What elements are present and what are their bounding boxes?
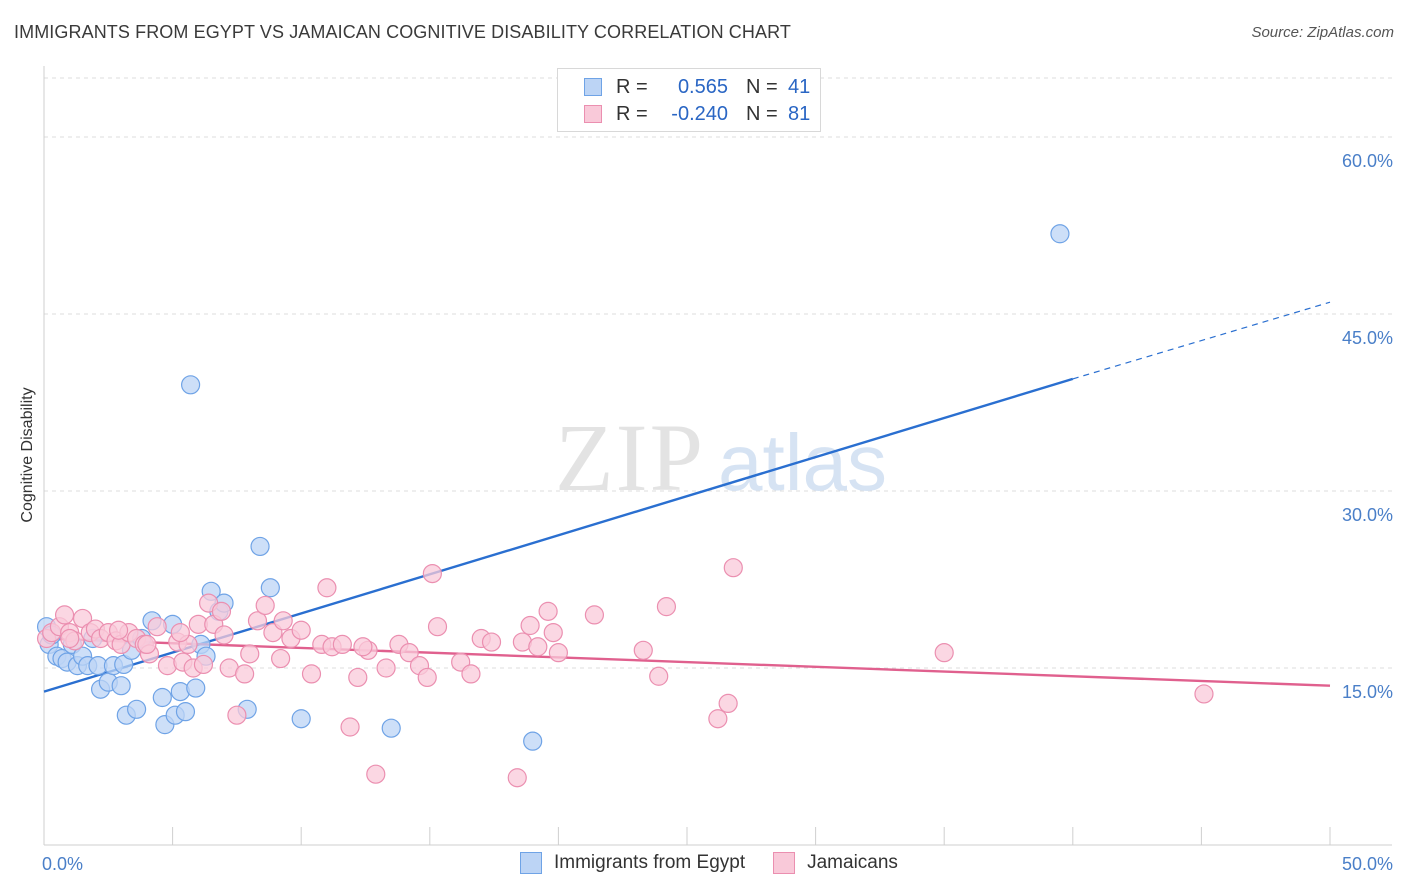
egypt-point (291, 709, 311, 729)
egypt-point (381, 718, 401, 738)
legend-swatch-egypt (584, 78, 602, 96)
jamaican-point (54, 605, 75, 625)
series-swatch-egypt (520, 852, 542, 874)
egypt-point (126, 699, 147, 719)
jamaican-point (422, 563, 442, 584)
axes (43, 66, 1392, 846)
series-legend-egypt: Immigrants from Egypt (520, 852, 745, 874)
jamaican-point (60, 628, 80, 649)
jamaican-point (649, 666, 669, 686)
jamaican-point (193, 654, 214, 675)
jamaican-point (718, 693, 738, 714)
jamaican-point (548, 643, 569, 663)
jamaican-point (584, 605, 605, 625)
egypt-point (175, 702, 196, 722)
jamaican-point (543, 622, 563, 643)
jamaican-point (656, 597, 677, 617)
jamaican-point (633, 640, 653, 660)
egypt-trend-extension (1072, 301, 1331, 380)
jamaican-point (235, 664, 255, 684)
egypt-point (181, 375, 201, 395)
legend-swatch-jamaicans (584, 105, 602, 123)
jamaican-point (528, 637, 548, 657)
egypt-point (152, 687, 172, 708)
y-tick-label: 60.0% (1342, 151, 1393, 171)
legend-row-jamaicans: R = -0.240 N = 81 (584, 101, 810, 127)
jamaican-point (366, 764, 386, 784)
x-tick-label: 50.0% (1342, 854, 1393, 874)
legend-n-value: 41 (788, 75, 811, 98)
jamaican-point (317, 578, 337, 598)
legend-n-label: N = (746, 75, 778, 98)
jamaican-point (1194, 684, 1214, 704)
jamaican-point (227, 705, 247, 725)
data-points (36, 224, 1214, 788)
y-tick-label: 15.0% (1342, 682, 1393, 702)
egypt-point (1050, 224, 1070, 244)
jamaican-point (271, 648, 291, 669)
jamaican-trend-line (43, 637, 1331, 687)
jamaican-point (291, 620, 311, 640)
watermark-atlas: atlas (718, 418, 887, 507)
jamaican-point (273, 611, 293, 631)
jamaican-point (708, 709, 728, 729)
egypt-point (250, 536, 270, 557)
legend-n-value: 81 (788, 102, 811, 125)
jamaican-point (538, 601, 558, 621)
jamaican-point (507, 768, 527, 788)
jamaican-point (170, 622, 190, 643)
trend-lines (43, 301, 1331, 693)
legend-row-egypt: R = 0.565 N = 41 (584, 74, 810, 100)
jamaican-point (376, 658, 396, 678)
jamaican-point (427, 617, 448, 637)
legend-r-label: R = (616, 75, 648, 98)
series-legend: Immigrants from Egypt Jamaicans (520, 852, 926, 874)
jamaican-point (247, 611, 268, 631)
series-swatch-jamaicans (773, 852, 796, 874)
egypt-point (111, 676, 131, 696)
legend-r-label: R = (616, 102, 648, 125)
jamaican-point (255, 595, 275, 616)
jamaican-point (348, 667, 368, 688)
watermark: ZIP atlas (555, 404, 887, 511)
tick-labels: 15.0% 30.0% 45.0% 60.0% 0.0% 50.0% (42, 151, 1393, 874)
jamaican-point (417, 667, 437, 688)
correlation-legend: R = 0.565 N = 41 R = -0.240 N = 81 (557, 68, 821, 132)
jamaican-point (147, 617, 167, 637)
y-tick-label: 30.0% (1342, 505, 1393, 525)
y-tick-label: 45.0% (1342, 328, 1393, 348)
source-label: Source: ZipAtlas.com (1251, 24, 1394, 41)
legend-r-value: -0.240 (671, 102, 728, 125)
grid-lines (44, 77, 1392, 669)
chart-title: IMMIGRANTS FROM EGYPT VS JAMAICAN COGNIT… (14, 22, 791, 42)
jamaican-point (240, 644, 260, 664)
series-legend-label: Immigrants from Egypt (554, 852, 746, 873)
jamaican-point (399, 643, 419, 663)
jamaican-point (214, 625, 234, 645)
series-legend-jamaicans: Jamaicans (773, 852, 898, 874)
jamaican-point (353, 637, 373, 657)
x-tick-label: 0.0% (42, 854, 83, 874)
jamaican-point (723, 558, 743, 578)
jamaican-point (934, 643, 954, 663)
jamaican-point (137, 634, 157, 655)
jamaican-point (461, 664, 481, 684)
legend-n-label: N = (746, 102, 778, 125)
jamaican-point (332, 634, 352, 655)
jamaican-point (301, 664, 322, 684)
jamaican-point (481, 632, 502, 652)
legend-r-value: 0.565 (677, 75, 728, 98)
series-legend-label: Jamaicans (807, 852, 898, 873)
jamaican-point (340, 717, 360, 737)
egypt-point (260, 578, 280, 598)
egypt-point (523, 731, 543, 751)
jamaican-point (108, 620, 129, 640)
egypt-trend-line (43, 377, 1074, 693)
jamaican-point (520, 615, 540, 636)
egypt-point (186, 678, 206, 698)
jamaican-point (211, 601, 232, 621)
watermark-zip: ZIP (555, 404, 705, 511)
